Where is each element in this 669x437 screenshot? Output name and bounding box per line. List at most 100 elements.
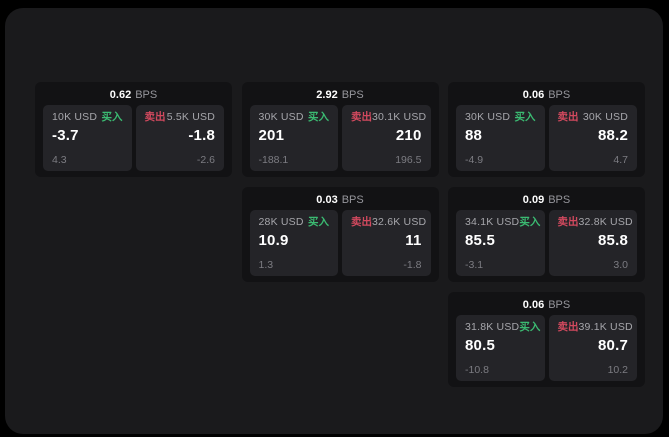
card-body: 31.8K USD 买入 80.5 -10.8 卖出 39.1K USD 80.…: [456, 315, 637, 381]
sell-delta: 10.2: [607, 363, 628, 376]
buy-quote-tile[interactable]: 31.8K USD 买入 80.5 -10.8: [456, 315, 545, 381]
buy-size: 34.1K USD: [465, 216, 520, 228]
buy-price: 201: [258, 126, 285, 144]
sell-price: 88.2: [598, 126, 628, 144]
quote-card: 0.62 BPS 10K USD 买入 -3.7 4.3 卖出 5.5K USD…: [35, 82, 232, 177]
spread-bps-value: 0.03: [316, 193, 338, 206]
sell-size: 32.8K USD: [578, 216, 633, 228]
card-header: 2.92 BPS: [242, 82, 439, 106]
sell-tile-top: 卖出 32.8K USD: [557, 216, 633, 228]
bps-unit-label: BPS: [341, 193, 364, 206]
sell-quote-tile[interactable]: 卖出 30K USD 88.2 4.7: [548, 105, 637, 171]
buy-side-label: 买入: [514, 111, 536, 123]
buy-size: 30K USD: [465, 111, 511, 123]
spread-bps-value: 0.06: [522, 88, 545, 101]
card-body: 10K USD 买入 -3.7 4.3 卖出 5.5K USD -1.8 -2.…: [43, 105, 224, 171]
sell-price: 210: [395, 126, 422, 144]
buy-delta: 4.3: [52, 153, 67, 166]
buy-tile-top: 10K USD 买入: [52, 112, 123, 123]
spread-bps-value: 0.09: [522, 193, 545, 206]
bps-unit-label: BPS: [135, 88, 158, 101]
buy-tile-top: 30K USD 买入: [465, 112, 536, 123]
bps-unit-label: BPS: [548, 298, 571, 311]
buy-quote-tile[interactable]: 34.1K USD 买入 85.5 -3.1: [456, 210, 545, 276]
buy-quote-tile[interactable]: 30K USD 买入 201 -188.1: [249, 105, 338, 171]
buy-delta: -10.8: [465, 363, 489, 376]
sell-price: 80.7: [598, 336, 628, 354]
sell-price: 11: [405, 231, 422, 249]
buy-price: 88: [465, 126, 483, 144]
sell-tile-top: 卖出 39.1K USD: [557, 321, 633, 333]
buy-price: -3.7: [52, 126, 79, 144]
sell-side-label: 卖出: [351, 111, 372, 123]
card-body: 28K USD 买入 10.9 1.3 卖出 32.6K USD 11 -1.8: [249, 210, 431, 276]
buy-price: 10.9: [258, 231, 289, 249]
sell-side-label: 卖出: [557, 321, 579, 333]
buy-size: 10K USD: [52, 111, 98, 123]
sell-price: 85.8: [598, 231, 628, 249]
sell-side-label: 卖出: [557, 111, 579, 123]
buy-tile-top: 31.8K USD 买入: [465, 321, 540, 333]
buy-size: 31.8K USD: [465, 321, 520, 333]
sell-size: 39.1K USD: [578, 321, 633, 333]
buy-tile-top: 30K USD 买入: [259, 112, 330, 123]
buy-side-label: 买入: [308, 111, 329, 123]
bps-unit-label: BPS: [341, 88, 364, 101]
buy-side-label: 买入: [519, 216, 541, 228]
sell-size: 5.5K USD: [166, 111, 215, 123]
sell-tile-top: 卖出 5.5K USD: [145, 112, 216, 123]
buy-delta: 1.3: [258, 258, 274, 271]
quotes-board: 0.62 BPS 10K USD 买入 -3.7 4.3 卖出 5.5K USD…: [5, 8, 663, 434]
buy-size: 28K USD: [258, 216, 304, 228]
quote-card: 0.09 BPS 34.1K USD 买入 85.5 -3.1 卖出 32.8K…: [448, 187, 645, 282]
card-header: 0.06 BPS: [448, 292, 645, 316]
quote-card: 0.03 BPS 28K USD 买入 10.9 1.3 卖出 32.6K US…: [241, 187, 439, 282]
sell-side-label: 卖出: [351, 216, 372, 228]
buy-quote-tile[interactable]: 30K USD 买入 88 -4.9: [456, 105, 545, 171]
sell-delta: 4.7: [613, 153, 628, 166]
buy-price: 80.5: [465, 336, 495, 354]
sell-delta: -1.8: [403, 258, 422, 271]
quote-card: 0.06 BPS 30K USD 买入 88 -4.9 卖出 30K USD 8…: [448, 82, 645, 177]
sell-size: 30K USD: [582, 111, 628, 123]
buy-quote-tile[interactable]: 10K USD 买入 -3.7 4.3: [43, 105, 132, 171]
buy-quote-tile[interactable]: 28K USD 买入 10.9 1.3: [249, 210, 338, 276]
spread-bps-value: 0.06: [522, 298, 545, 311]
card-header: 0.06 BPS: [448, 82, 645, 106]
sell-quote-tile[interactable]: 卖出 32.6K USD 11 -1.8: [342, 210, 431, 276]
buy-tile-top: 28K USD 买入: [259, 217, 330, 228]
sell-delta: 3.0: [613, 258, 628, 271]
buy-side-label: 买入: [101, 111, 123, 123]
card-header: 0.09 BPS: [448, 187, 645, 211]
bps-unit-label: BPS: [548, 88, 571, 101]
sell-quote-tile[interactable]: 卖出 5.5K USD -1.8 -2.6: [135, 105, 224, 171]
buy-size: 30K USD: [258, 111, 304, 123]
spread-bps-value: 0.62: [109, 88, 132, 101]
buy-tile-top: 34.1K USD 买入: [465, 216, 540, 228]
card-header: 0.03 BPS: [242, 187, 439, 211]
sell-tile-top: 卖出 30K USD: [558, 112, 629, 123]
buy-side-label: 买入: [308, 216, 329, 228]
buy-side-label: 买入: [519, 321, 541, 333]
sell-quote-tile[interactable]: 卖出 39.1K USD 80.7 10.2: [548, 315, 637, 381]
quote-card: 0.06 BPS 31.8K USD 买入 80.5 -10.8 卖出 39.1…: [448, 292, 645, 387]
buy-delta: -3.1: [465, 258, 484, 271]
sell-size: 30.1K USD: [372, 111, 427, 123]
sell-size: 32.6K USD: [372, 216, 427, 228]
sell-price: -1.8: [188, 126, 215, 144]
sell-quote-tile[interactable]: 卖出 30.1K USD 210 196.5: [342, 105, 431, 171]
sell-tile-top: 卖出 32.6K USD: [351, 216, 426, 228]
sell-quote-tile[interactable]: 卖出 32.8K USD 85.8 3.0: [548, 210, 637, 276]
spread-bps-value: 2.92: [316, 88, 338, 101]
sell-delta: 196.5: [395, 153, 422, 166]
sell-delta: -2.6: [196, 153, 215, 166]
card-body: 30K USD 买入 88 -4.9 卖出 30K USD 88.2 4.7: [456, 105, 637, 171]
sell-side-label: 卖出: [557, 216, 579, 228]
card-body: 34.1K USD 买入 85.5 -3.1 卖出 32.8K USD 85.8…: [456, 210, 637, 276]
buy-price: 85.5: [465, 231, 495, 249]
bps-unit-label: BPS: [548, 193, 571, 206]
sell-side-label: 卖出: [144, 111, 166, 123]
card-header: 0.62 BPS: [35, 82, 232, 106]
sell-tile-top: 卖出 30.1K USD: [351, 111, 426, 123]
